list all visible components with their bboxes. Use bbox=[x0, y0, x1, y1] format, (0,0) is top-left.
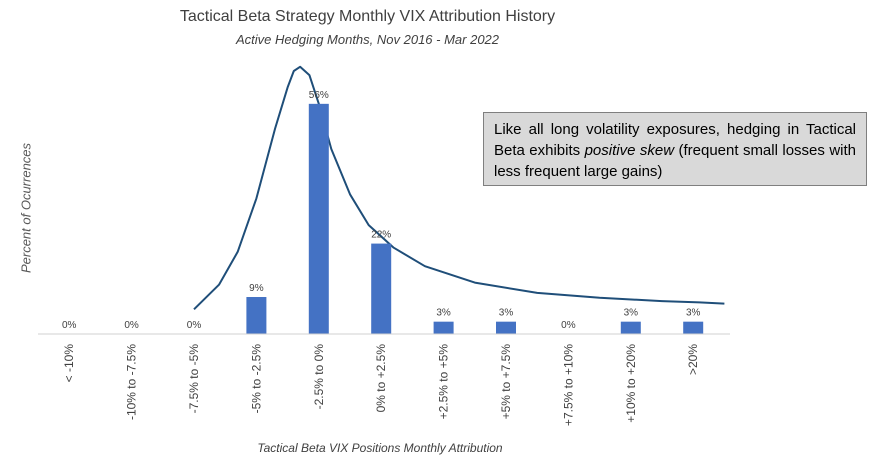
x-tick-label: -5% to -2.5% bbox=[249, 344, 263, 414]
x-tick-label: -10% to -7.5% bbox=[125, 344, 139, 420]
skew-annotation-box: Like all long volatility exposures, hedg… bbox=[483, 112, 867, 186]
x-tick-label: 0% to +2.5% bbox=[374, 344, 388, 413]
bar-2-5-to-0 bbox=[308, 103, 329, 334]
x-tick-label: < -10% bbox=[62, 344, 76, 383]
data-label: 3% bbox=[436, 308, 451, 319]
x-tick-label: -7.5% to -5% bbox=[187, 344, 201, 414]
data-label: 56% bbox=[309, 90, 329, 101]
x-tick-label: >20% bbox=[686, 344, 700, 375]
bars-layer: 0% < -10% 0% -10% to -7.5% 0% -7.5% to -5% 9% -… bbox=[62, 90, 704, 426]
data-label: 0% bbox=[187, 320, 202, 331]
bar-0-to-2-5 bbox=[371, 243, 392, 334]
bar-5-to-2-5 bbox=[246, 297, 267, 334]
chart-title: Tactical Beta Strategy Monthly VIX Attri… bbox=[179, 8, 556, 25]
data-label: 3% bbox=[624, 308, 639, 319]
data-label: 0% bbox=[62, 320, 77, 331]
data-label: 3% bbox=[499, 308, 514, 319]
x-tick-label: +10% to +20% bbox=[624, 344, 638, 423]
data-label: 0% bbox=[124, 320, 139, 331]
x-tick-label: +7.5% to +10% bbox=[561, 344, 575, 426]
bar-10-to-20 bbox=[620, 321, 641, 334]
annotation-text-after: (frequent small losses with less frequen… bbox=[494, 142, 856, 180]
data-label: 3% bbox=[686, 308, 701, 319]
bar-20 bbox=[683, 321, 704, 334]
x-axis-label: Tactical Beta VIX Positions Monthly Attr… bbox=[257, 441, 503, 455]
data-label: 0% bbox=[561, 320, 576, 331]
x-tick-label: -2.5% to 0% bbox=[312, 344, 326, 410]
chart-subtitle: Active Hedging Months, Nov 2016 - Mar 20… bbox=[235, 32, 500, 47]
x-tick-label: +2.5% to +5% bbox=[437, 344, 451, 420]
x-tick-label: +5% to +7.5% bbox=[499, 344, 513, 420]
annotation-text-before: Like all long volatility exposures, hedg… bbox=[494, 121, 856, 159]
bar-5-to-7-5 bbox=[496, 321, 516, 334]
data-label: 22% bbox=[371, 230, 391, 241]
skew-curve bbox=[193, 65, 725, 311]
y-axis-label: Percent of Ocurrences bbox=[18, 142, 34, 274]
bar-2-5-to-5 bbox=[433, 321, 454, 334]
data-label: 9% bbox=[249, 283, 264, 294]
annotation-text-emphasis: positive skew bbox=[584, 142, 675, 159]
